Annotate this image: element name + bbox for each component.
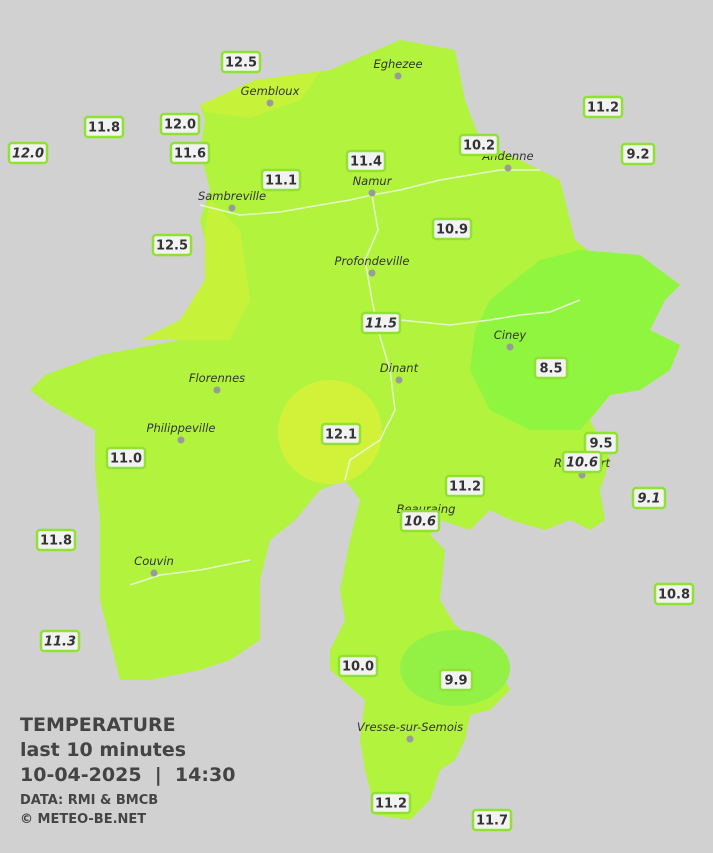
city-name: Florennes xyxy=(189,371,245,385)
reading: 9.2 xyxy=(626,148,649,163)
reading: 11.2 xyxy=(587,101,619,116)
reading-box xyxy=(370,791,412,815)
reading: 11.3 xyxy=(44,635,76,650)
city-dot xyxy=(368,189,376,197)
reading-box xyxy=(7,141,49,165)
caption-source: DATA: RMI & BMCB xyxy=(20,793,158,808)
reading: 10.0 xyxy=(342,660,374,675)
reading: 10.8 xyxy=(658,588,690,603)
reading: 11.5 xyxy=(365,317,397,332)
city-dot xyxy=(150,569,158,577)
reading-box xyxy=(620,142,656,166)
city-name: Sambreville xyxy=(198,189,266,203)
reading-box xyxy=(471,808,513,832)
reading: 11.0 xyxy=(110,452,142,467)
reading-box xyxy=(35,528,77,552)
city-name: Couvin xyxy=(134,554,174,568)
reading-box xyxy=(320,422,362,446)
reading: 9.1 xyxy=(637,492,660,507)
reading-box xyxy=(631,486,667,510)
reading: 12.5 xyxy=(225,56,257,71)
city-dot xyxy=(266,99,274,107)
reading-box xyxy=(360,311,402,335)
city-dot xyxy=(506,343,514,351)
caption: TEMPERATURE last 10 minutes 10-04-2025 |… xyxy=(20,714,235,827)
reading-box xyxy=(105,446,147,470)
reading-box xyxy=(444,474,486,498)
cool-zone xyxy=(470,250,680,430)
city-name: Philippeville xyxy=(147,421,216,435)
reading: 12.0 xyxy=(164,118,196,133)
reading: 11.2 xyxy=(375,797,407,812)
reading-box xyxy=(438,668,474,692)
reading: 10.9 xyxy=(436,223,468,238)
city-dot xyxy=(395,376,403,384)
reading: 11.4 xyxy=(350,155,382,170)
city-name: Profondeville xyxy=(335,254,410,268)
caption-credit: © METEO-BE.NET xyxy=(20,812,146,827)
reading: 11.7 xyxy=(476,814,508,829)
reading-box xyxy=(582,95,624,119)
reading-box xyxy=(337,654,379,678)
caption-period: last 10 minutes xyxy=(20,739,186,761)
reading: 11.1 xyxy=(265,174,297,189)
city-name: Dinant xyxy=(380,361,419,375)
reading-box xyxy=(431,217,473,241)
caption-datetime: 10-04-2025 | 14:30 xyxy=(20,764,235,786)
reading-box xyxy=(533,356,569,380)
caption-title: TEMPERATURE xyxy=(20,714,176,736)
reading: 12.1 xyxy=(325,428,357,443)
reading-box xyxy=(39,629,81,653)
reading-box xyxy=(653,582,695,606)
city-dot xyxy=(406,735,414,743)
reading: 11.8 xyxy=(40,534,72,549)
reading: 12.5 xyxy=(156,239,188,254)
reading-box xyxy=(458,133,500,157)
reading: 9.9 xyxy=(444,674,467,689)
reading: 10.6 xyxy=(566,456,598,471)
reading-box xyxy=(399,509,441,533)
city-name: Namur xyxy=(353,174,393,188)
city-dot xyxy=(213,386,221,394)
reading-box xyxy=(151,233,193,257)
reading-box xyxy=(220,50,262,74)
reading: 8.5 xyxy=(539,362,562,377)
reading: 9.5 xyxy=(589,437,612,452)
city-name: Gembloux xyxy=(241,84,300,98)
reading: 10.2 xyxy=(463,139,495,154)
city-name: Ciney xyxy=(494,328,527,342)
city-dot xyxy=(228,204,236,212)
city-dot xyxy=(177,436,185,444)
reading-box xyxy=(159,112,201,136)
reading-box xyxy=(169,141,211,165)
reading-box xyxy=(260,168,302,192)
reading: 11.6 xyxy=(174,147,206,162)
cool-zone xyxy=(400,630,510,706)
city-dot xyxy=(368,269,376,277)
city-name: Vresse-sur-Semois xyxy=(357,720,463,734)
city-dot xyxy=(394,72,402,80)
city-name: Eghezee xyxy=(373,57,422,71)
reading-box xyxy=(345,149,387,173)
reading: 10.6 xyxy=(404,515,436,530)
reading: 11.2 xyxy=(449,480,481,495)
reading: 11.8 xyxy=(88,121,120,136)
reading-box xyxy=(83,115,125,139)
warm-zone xyxy=(140,72,320,340)
reading: 12.0 xyxy=(12,147,44,162)
reading-box xyxy=(561,450,603,474)
city-dot xyxy=(504,164,512,172)
